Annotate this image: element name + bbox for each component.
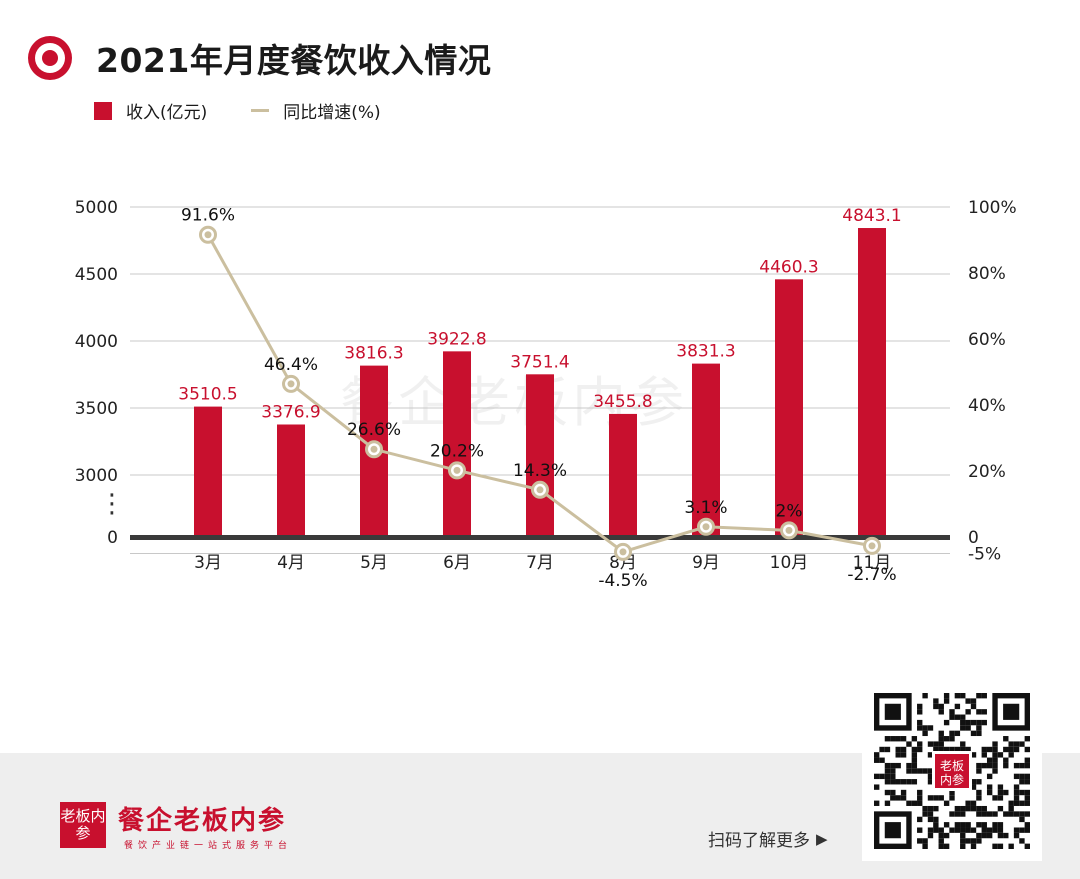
right-tick-label: 0 [968, 528, 979, 548]
left-tick-label: 3000 [75, 466, 118, 486]
bar-value-label: 4843.1 [842, 206, 901, 226]
legend-bar-swatch [94, 101, 112, 120]
bar [194, 406, 222, 537]
bar-value-label: 3831.3 [676, 342, 735, 362]
right-tick-label: 20% [968, 462, 1006, 482]
line-point-inner [785, 526, 793, 534]
bar [858, 228, 886, 537]
brand-logo: 老板内参 [60, 802, 106, 848]
qr-code[interactable] [874, 693, 1030, 849]
target-icon [28, 36, 72, 80]
right-tick-label: 60% [968, 330, 1006, 350]
category-label: 9月 [692, 553, 720, 573]
qr-card[interactable]: 老板内参 [862, 683, 1042, 861]
legend-line-swatch [251, 109, 270, 112]
line-value-label: 46.4% [264, 355, 318, 375]
bar [277, 424, 305, 537]
category-label: 8月 [609, 553, 637, 573]
bar [692, 363, 720, 537]
line-point-inner [702, 523, 710, 531]
brand-name: 餐企老板内参 [118, 806, 287, 836]
bar [526, 374, 554, 537]
category-label: 7月 [526, 553, 554, 573]
legend-bar-label: 收入(亿元) [126, 103, 208, 123]
line-point-inner [453, 466, 461, 474]
bar [775, 279, 803, 537]
right-tick-label: 40% [968, 396, 1006, 416]
bar-value-label: 3922.8 [427, 329, 486, 349]
left-tick-label: 4500 [75, 265, 118, 285]
bar-value-label: 4460.3 [759, 257, 818, 277]
combo-chart: 030003500400045005000⋮-5%020%40%60%80%10… [75, 198, 1017, 591]
right-tick-label: -5% [968, 545, 1001, 565]
category-label: 4月 [277, 553, 305, 573]
left-tick-label: 5000 [75, 198, 118, 218]
qr-center-logo: 老板内参 [932, 751, 972, 791]
category-label: 5月 [360, 553, 388, 573]
bar-value-label: 3751.4 [510, 352, 569, 372]
brand-slogan: 餐饮产业链一站式服务平台 [124, 841, 293, 851]
right-tick-label: 80% [968, 264, 1006, 284]
line-value-label: 2% [776, 501, 803, 521]
category-label: 6月 [443, 553, 471, 573]
chart-legend: 收入(亿元) 同比增速(%) [94, 98, 381, 123]
line-point-inner [868, 542, 876, 550]
play-arrow-icon: ▶ [816, 829, 828, 848]
bar [443, 351, 471, 537]
title-row: 2021年月度餐饮收入情况 [28, 32, 491, 84]
line-value-label: 26.6% [347, 420, 401, 440]
scan-prompt: 扫码了解更多 ▶ [708, 826, 828, 852]
line-point-inner [204, 231, 212, 239]
line-value-label: -4.5% [598, 571, 647, 591]
line-point-inner [619, 548, 627, 556]
left-tick-label: 0 [107, 528, 118, 548]
category-label: 10月 [770, 553, 809, 573]
category-label: 11月 [853, 553, 892, 573]
line-value-label: 14.3% [513, 461, 567, 481]
line-point-inner [370, 445, 378, 453]
bar-value-label: 3455.8 [593, 392, 652, 412]
right-tick-label: 100% [968, 198, 1017, 218]
line-value-label: 20.2% [430, 441, 484, 461]
scan-text: 扫码了解更多 [708, 831, 810, 851]
bar-value-label: 3816.3 [344, 344, 403, 364]
baseline [130, 535, 950, 540]
legend-line-label: 同比增速(%) [283, 103, 381, 123]
line-value-label: 91.6% [181, 206, 235, 226]
axis-break-icon: ⋮ [99, 489, 125, 519]
bar [609, 413, 637, 537]
left-tick-label: 3500 [75, 399, 118, 419]
category-label: 3月 [194, 553, 222, 573]
line-point-inner [287, 380, 295, 388]
line-point-inner [536, 486, 544, 494]
bar-value-label: 3510.5 [178, 385, 237, 405]
page-title: 2021年月度餐饮收入情况 [96, 41, 492, 80]
left-tick-label: 4000 [75, 332, 118, 352]
line-value-label: 3.1% [684, 498, 727, 518]
bar-value-label: 3376.9 [261, 402, 320, 422]
line-value-label: -2.7% [847, 565, 896, 585]
